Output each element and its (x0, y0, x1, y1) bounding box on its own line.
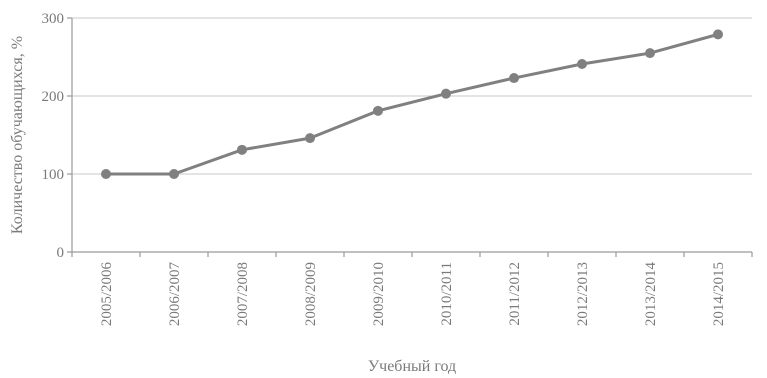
data-point (441, 88, 451, 99)
x-tick-label: 2007/2008 (235, 262, 251, 326)
data-point (645, 48, 655, 59)
grid-lines (72, 17, 752, 175)
x-tick-label: 2006/2007 (167, 262, 183, 327)
data-point (169, 169, 179, 179)
series-line (106, 32, 719, 176)
y-tick-label: 100 (42, 167, 65, 183)
y-tick-label: 0 (57, 245, 65, 261)
x-tick-labels: 2005/2006 2006/2007 2007/2008 2008/2009 2009… (71, 252, 753, 327)
y-tick-label: 300 (42, 11, 65, 27)
data-point (237, 144, 247, 155)
x-tick-label: 2008/2009 (303, 262, 319, 326)
x-tick-label: 2014/2015 (711, 262, 727, 326)
data-point (509, 73, 519, 84)
x-tick-label: 2010/2011 (439, 262, 455, 326)
y-tick-labels: 0 100 200 300 (42, 11, 72, 261)
data-point (101, 169, 111, 179)
data-point (305, 133, 315, 144)
x-axis-title: Учебный год (368, 358, 456, 375)
data-point (373, 105, 383, 116)
x-tick-label: 2013/2014 (643, 262, 659, 327)
data-point (577, 59, 587, 70)
x-tick-label: 2012/2013 (575, 262, 591, 326)
y-tick-label: 200 (42, 89, 65, 105)
series-group (101, 29, 723, 179)
y-axis-title: Количество обучающихся, % (9, 36, 26, 234)
x-tick-label: 2009/2010 (371, 262, 387, 326)
x-tick-label: 2005/2006 (99, 262, 115, 327)
x-tick-label: 2011/2012 (507, 262, 523, 326)
data-point (713, 29, 723, 40)
